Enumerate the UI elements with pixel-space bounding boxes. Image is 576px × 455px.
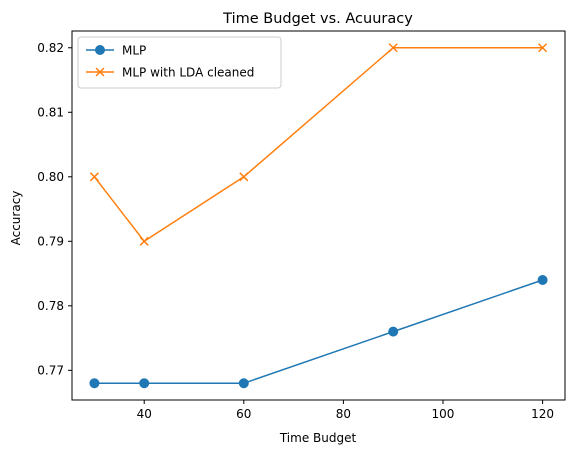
- data-point: [537, 275, 548, 286]
- data-point: [139, 236, 149, 246]
- data-point: [388, 326, 399, 337]
- chart-title: Time Budget vs. Acuuracy: [222, 11, 413, 27]
- legend-box: [77, 36, 282, 89]
- legend-label: MLP: [122, 44, 146, 58]
- y-tick-label: 0.77: [37, 363, 64, 377]
- x-tick-label: 40: [137, 407, 152, 421]
- series-layer: [89, 43, 548, 389]
- data-point: [89, 378, 100, 389]
- x-axis-label: Time Budget: [279, 431, 357, 445]
- x-tick-label: 100: [432, 407, 455, 421]
- series-mlp-with-lda-cleaned: [89, 43, 548, 246]
- legend-item: MLP with LDA cleaned: [86, 66, 254, 80]
- data-point: [89, 172, 99, 182]
- data-point: [388, 43, 398, 53]
- plot-frame: [71, 30, 566, 401]
- y-axis-label: Accuracy: [9, 191, 23, 246]
- legend-item: MLP: [86, 44, 146, 58]
- x-tick-label: 60: [236, 407, 251, 421]
- y-tick-label: 0.81: [37, 105, 64, 119]
- legend-marker: [95, 67, 105, 77]
- legend-marker: [95, 45, 105, 55]
- data-point: [239, 172, 249, 182]
- y-tick-label: 0.78: [37, 299, 64, 313]
- x-tick-label: 120: [531, 407, 554, 421]
- y-tick-label: 0.79: [37, 234, 64, 248]
- data-point: [139, 378, 150, 389]
- axis-ticks: 40 60 80 100 120 0.77 0.78 0.79 0.80 0.81 0.82: [37, 41, 554, 421]
- legend-label: MLP with LDA cleaned: [122, 66, 254, 80]
- series-line: [94, 279, 543, 384]
- y-tick-label: 0.82: [37, 41, 64, 55]
- x-tick-label: 80: [336, 407, 351, 421]
- y-tick-label: 0.80: [37, 170, 64, 184]
- data-point: [238, 378, 249, 389]
- series-mlp: [89, 275, 548, 389]
- legend: MLP MLP with LDA cleaned: [77, 36, 282, 89]
- data-point: [538, 43, 548, 53]
